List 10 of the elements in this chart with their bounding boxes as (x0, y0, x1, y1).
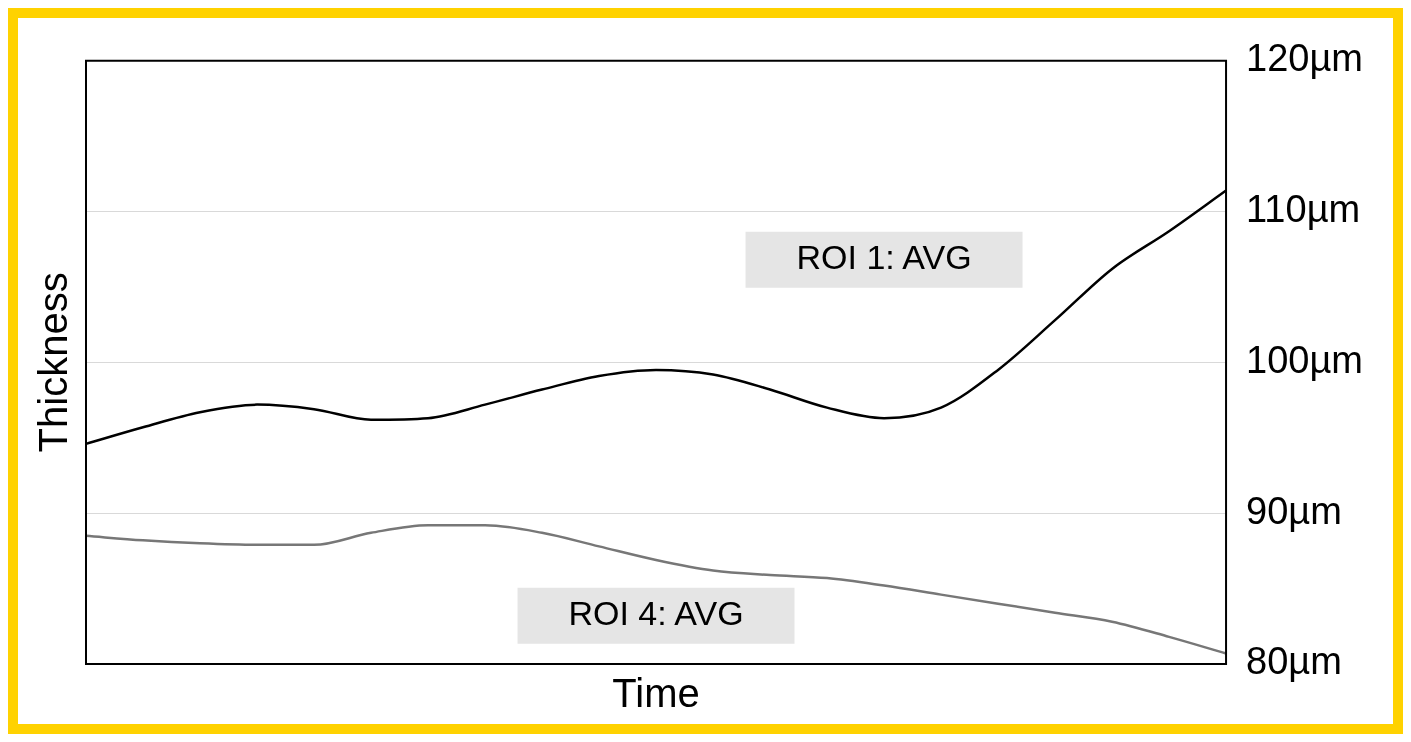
y-tick-label: 110µm (1246, 188, 1361, 231)
series-label: ROI 4: AVG (568, 594, 744, 633)
x-axis-title: Time (612, 671, 700, 716)
y-tick-label: 120µm (1246, 37, 1363, 80)
y-tick-label: 90µm (1246, 489, 1342, 532)
y-tick-label: 100µm (1246, 338, 1363, 381)
y-tick-label: 80µm (1246, 640, 1342, 683)
text: ROI 1: AVG (796, 238, 972, 277)
y-axis-title: Thickness (31, 272, 76, 453)
line-series (84, 524, 1228, 655)
